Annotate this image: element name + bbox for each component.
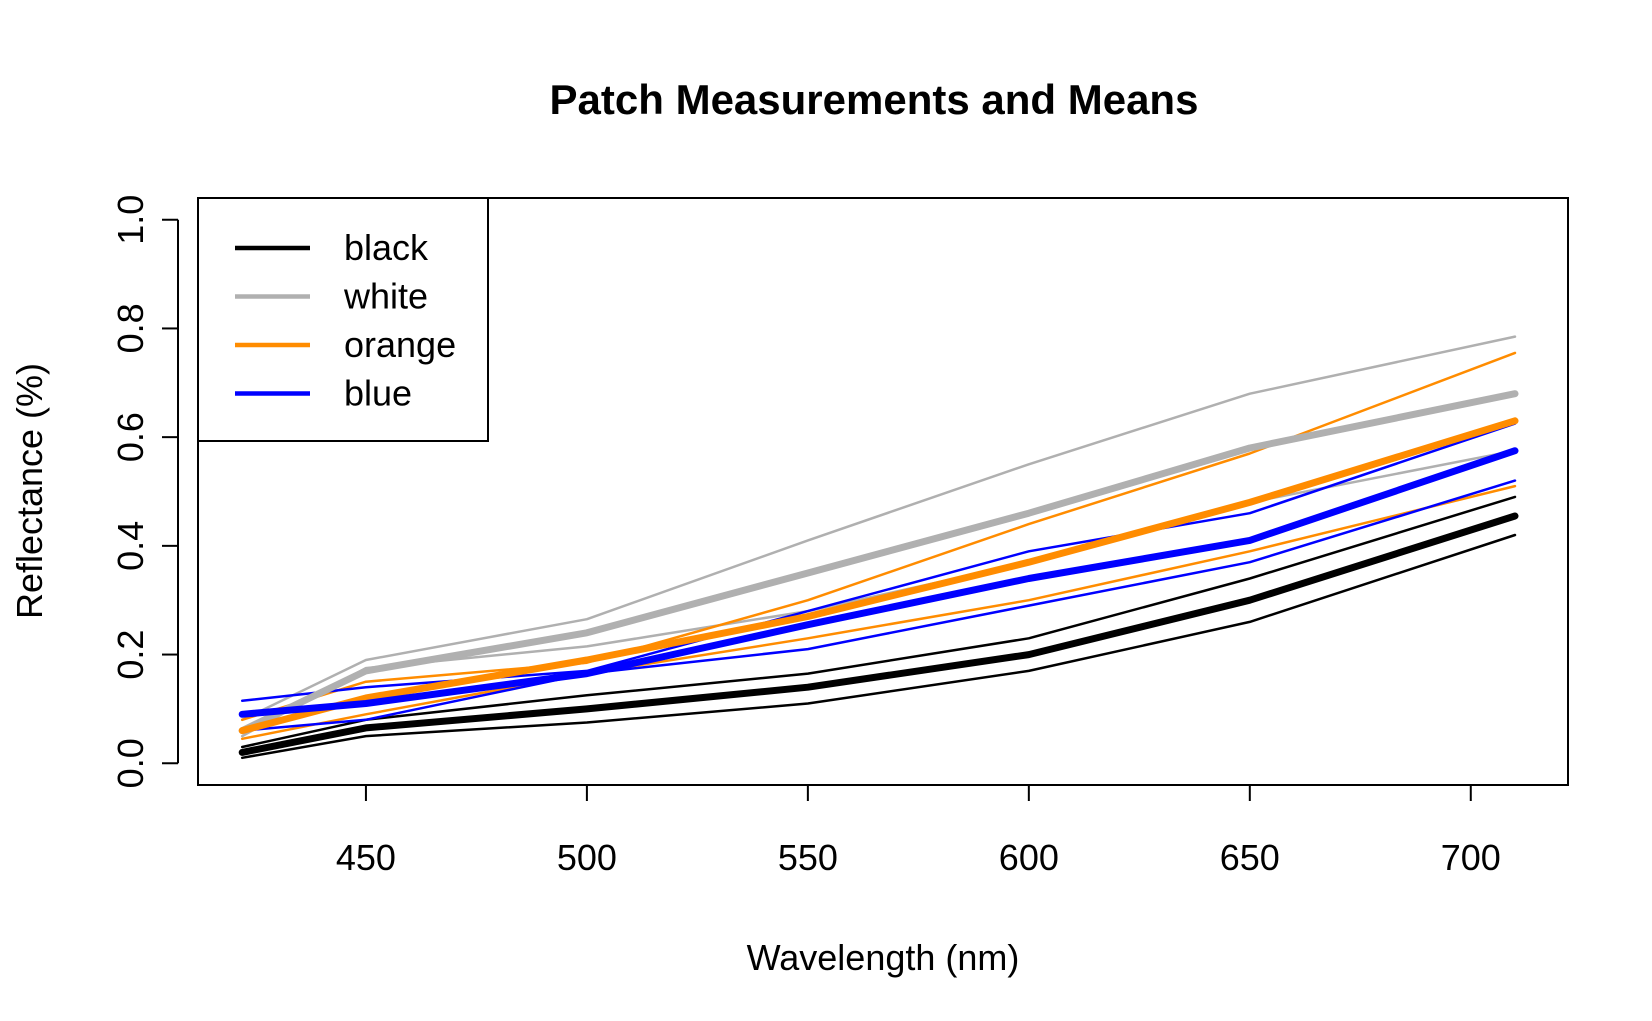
series-line-measurement	[240, 351, 1517, 722]
legend-label-orange: orange	[344, 324, 456, 365]
series-line-measurement	[240, 479, 1517, 732]
y-tick-label: 0.0	[110, 738, 151, 788]
series-line-measurement	[240, 533, 1517, 760]
legend-label-black: black	[344, 227, 429, 268]
x-tick-label: 600	[999, 837, 1059, 878]
series-line-orange-mean	[238, 417, 1519, 735]
series-line-measurement	[240, 495, 1517, 749]
legend: black white orange blue	[197, 197, 489, 442]
y-tick-label: 0.8	[110, 303, 151, 353]
legend-items: black white orange blue	[235, 227, 456, 414]
y-axis: 0.0 0.2 0.4 0.6 0.8 1.0	[110, 195, 179, 788]
legend-box	[197, 197, 489, 442]
series-line-black-mean	[238, 512, 1519, 756]
series-line-measurement	[240, 422, 1517, 703]
series-line-blue-mean	[238, 447, 1519, 718]
chart-title: Patch Measurements and Means	[550, 76, 1199, 123]
x-tick-label: 650	[1220, 837, 1280, 878]
series-lines	[238, 335, 1519, 760]
legend-label-white: white	[343, 276, 428, 317]
x-axis: 450 500 550 600 650 700	[336, 784, 1501, 878]
x-tick-label: 700	[1441, 837, 1501, 878]
y-tick-label: 0.6	[110, 412, 151, 462]
x-tick-label: 450	[336, 837, 396, 878]
y-tick-label: 1.0	[110, 195, 151, 245]
x-tick-label: 500	[557, 837, 617, 878]
series-line-white-mean	[238, 390, 1519, 735]
y-axis-title: Reflectance (%)	[9, 363, 50, 619]
y-tick-label: 0.4	[110, 521, 151, 571]
legend-label-blue: blue	[344, 373, 412, 414]
x-tick-label: 550	[778, 837, 838, 878]
series-line-measurement	[240, 484, 1517, 741]
y-tick-label: 0.2	[110, 630, 151, 680]
x-axis-title: Wavelength (nm)	[747, 937, 1020, 978]
series-line-measurement	[240, 335, 1517, 722]
